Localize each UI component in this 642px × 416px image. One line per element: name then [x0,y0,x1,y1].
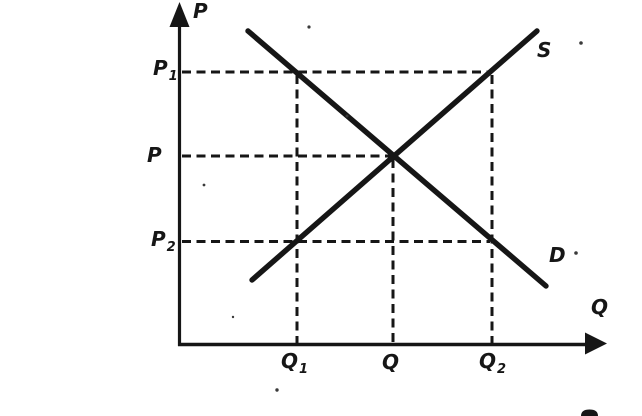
label-sub: 2 [497,362,507,377]
x-axis-label: Q [591,297,608,317]
price-tick-label-p2: P2 [151,227,176,254]
label-sub: 1 [168,69,178,84]
label-sub: 2 [166,240,176,255]
label-main: P [147,143,162,167]
price-tick-label-p1: P1 [153,56,178,83]
label-main: S [537,38,552,62]
label-main: Q [281,349,299,373]
demand-curve [245,28,549,289]
quantity-tick-label-q2: Q2 [479,349,506,376]
y-axis-arrowhead-icon [169,2,190,27]
quantity-tick-label-q: Q [382,352,399,372]
price-tick-label-p: P [147,145,162,165]
scan-speckles [202,25,583,392]
label-main: D [549,243,566,267]
label-main: P [193,0,208,23]
label-main: Q [382,350,400,374]
label-main: Q [591,295,609,319]
demand-curve-label: D [549,245,566,265]
x-axis-arrowhead-icon [585,332,607,355]
quantity-tick-label-q1: Q1 [281,349,308,376]
cutoff-glyph-fragment [581,409,598,416]
label-sub: 1 [299,362,309,377]
label-main: Q [479,349,497,373]
supply-curve-label: S [537,40,551,60]
y-axis-label: P [193,1,208,21]
label-main: P [151,227,166,251]
label-main: P [153,56,168,80]
